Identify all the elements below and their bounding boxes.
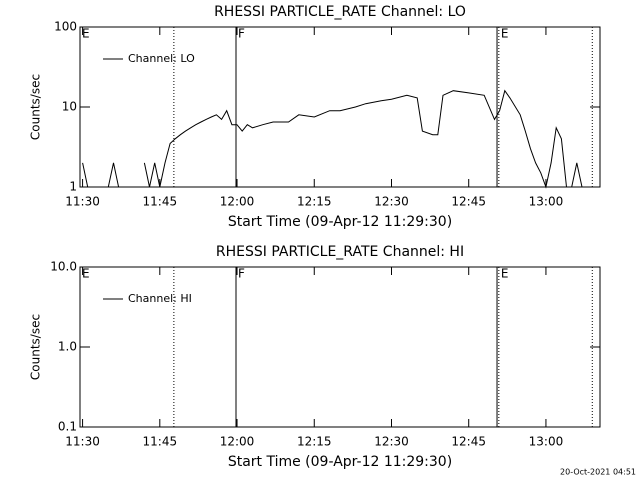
y-tick-label: 1: [69, 180, 77, 194]
marker-label: F: [238, 27, 245, 41]
x-tick-label: 12:15: [297, 195, 332, 209]
y-axis-label: Counts/sec: [29, 314, 43, 380]
marker-label: E: [82, 27, 90, 41]
x-tick-label: 13:00: [529, 195, 564, 209]
x-tick-label: 12:00: [220, 435, 255, 449]
y-axis-label: Counts/sec: [29, 74, 43, 140]
x-tick-label: 11:30: [65, 195, 100, 209]
x-tick-label: 12:00: [220, 195, 255, 209]
x-tick-label: 11:45: [143, 195, 178, 209]
legend-label: Channel: LO: [128, 52, 195, 65]
y-tick-label: 100: [54, 20, 77, 34]
y-tick-label: 10: [62, 100, 77, 114]
x-axis-label: Start Time (09-Apr-12 11:29:30): [228, 214, 452, 230]
x-tick-label: 11:45: [143, 435, 178, 449]
x-tick-label: 12:30: [374, 435, 409, 449]
y-tick-label: 10.0: [50, 260, 77, 274]
plot-frame: [79, 266, 601, 428]
x-axis-label: Start Time (09-Apr-12 11:29:30): [228, 454, 452, 470]
marker-label: F: [238, 267, 245, 281]
y-tick-label: 0.1: [58, 420, 77, 434]
timestamp: 20-Oct-2021 04:51: [560, 468, 636, 477]
x-tick-label: 12:45: [451, 435, 486, 449]
chart-title: RHESSI PARTICLE_RATE Channel: LO: [214, 4, 466, 20]
marker-label: E: [501, 267, 509, 281]
x-tick-label: 12:15: [297, 435, 332, 449]
data-line: [82, 89, 583, 189]
marker-label: E: [82, 267, 90, 281]
y-tick-label: 1.0: [58, 340, 77, 354]
chart-title: RHESSI PARTICLE_RATE Channel: HI: [216, 244, 464, 260]
x-tick-label: 13:00: [529, 435, 564, 449]
x-tick-label: 12:30: [374, 195, 409, 209]
legend-label: Channel: HI: [128, 292, 192, 305]
marker-label: E: [501, 27, 509, 41]
x-tick-label: 11:30: [65, 435, 100, 449]
plot-frame: [79, 26, 601, 188]
x-tick-label: 12:45: [451, 195, 486, 209]
